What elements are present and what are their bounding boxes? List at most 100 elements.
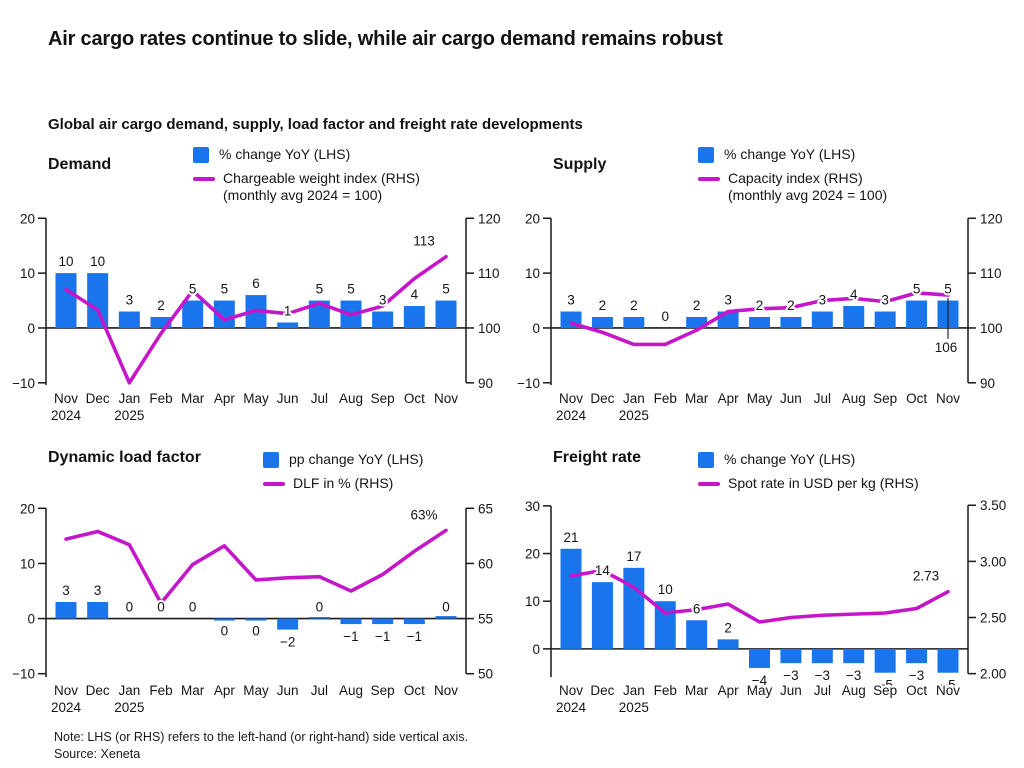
bar (277, 618, 299, 630)
bar (843, 648, 865, 664)
bar-value-label: 5 (189, 282, 197, 297)
month-label: Oct (906, 683, 927, 698)
legend-supply: % change YoY (LHS) Capacity index (RHS) … (698, 146, 887, 211)
bar-value-label: 21 (563, 530, 578, 545)
bar-value-label: 4 (411, 287, 419, 302)
bar (213, 300, 235, 328)
legend-line-subtext: (monthly avg 2024 = 100) (223, 187, 383, 203)
line-end-label: 106 (935, 340, 958, 355)
month-label: Jan (118, 683, 140, 698)
bar (308, 617, 330, 619)
bar-value-label: −3 (909, 668, 924, 683)
bar-value-label: 0 (252, 624, 260, 639)
year-label: 2025 (114, 408, 144, 423)
legend-line-text: Chargeable weight index (RHS) (223, 169, 420, 186)
month-label: Jul (814, 391, 831, 406)
trend-line (569, 568, 950, 624)
left-tick-label: 10 (525, 266, 540, 281)
month-label: Sep (873, 683, 897, 698)
year-label: 2025 (619, 408, 649, 423)
legend-demand: % change YoY (LHS) Chargeable weight ind… (193, 146, 420, 211)
left-tick-label: 20 (525, 547, 540, 562)
legend-label: Capacity index (RHS) (monthly avg 2024 =… (728, 170, 887, 205)
bar (182, 300, 204, 328)
bar-value-label: 2 (693, 298, 701, 313)
month-label: Feb (149, 683, 172, 698)
year-label: 2024 (556, 408, 587, 423)
line-swatch-icon (263, 481, 285, 486)
left-tick-label: 30 (525, 499, 540, 514)
bar-value-label: 3 (724, 293, 732, 308)
month-label: Nov (54, 391, 78, 406)
bar (874, 311, 896, 328)
bar-value-label: 3 (62, 583, 70, 598)
bar-value-label: 2 (630, 298, 638, 313)
left-tick-label: 20 (20, 501, 35, 516)
bar-value-label: 1 (284, 303, 292, 318)
bar-value-label: −1 (343, 629, 358, 644)
bar (843, 306, 865, 328)
month-label: Jul (814, 683, 831, 698)
bar-value-label: 2 (599, 298, 607, 313)
right-tick-label: 60 (478, 556, 493, 571)
bar (749, 317, 770, 328)
bar-value-label: 10 (58, 254, 73, 269)
month-label: Aug (339, 391, 363, 406)
bar-value-label: −3 (815, 668, 830, 683)
bar (749, 648, 770, 668)
bar-value-label: 3 (94, 583, 102, 598)
month-label: Aug (842, 683, 866, 698)
month-label: Dec (86, 391, 110, 406)
trend-line (64, 254, 448, 385)
legend-item-line: Chargeable weight index (RHS) (monthly a… (193, 170, 420, 205)
legend-label: % change YoY (LHS) (724, 451, 856, 467)
month-label: May (747, 683, 773, 698)
bar-value-label: 5 (221, 282, 229, 297)
bar-value-label: 17 (626, 549, 641, 564)
bar-value-label: 5 (913, 282, 921, 297)
bar-swatch-icon (193, 147, 209, 163)
legend-line-text: Capacity index (RHS) (728, 169, 863, 186)
bar-value-label: 0 (661, 309, 669, 324)
legend-item-line: Spot rate in USD per kg (RHS) (698, 475, 919, 493)
right-tick-label: 50 (478, 667, 493, 682)
bar-value-label: 3 (379, 293, 387, 308)
legend-freight-rate: % change YoY (LHS) Spot rate in USD per … (698, 451, 919, 498)
month-label: Nov (559, 391, 583, 406)
bar (686, 317, 708, 328)
bar-value-label: −4 (752, 673, 768, 688)
bar (591, 582, 613, 649)
year-label: 2024 (556, 700, 587, 715)
chart-title-supply: Supply (553, 156, 607, 173)
bar-value-label: −5 (940, 678, 955, 693)
bar-value-label: 3 (126, 293, 134, 308)
line-swatch-icon (193, 176, 215, 181)
bar (717, 639, 739, 649)
month-label: May (243, 683, 269, 698)
bar (118, 311, 140, 328)
year-label: 2025 (114, 700, 144, 715)
bar (811, 648, 833, 664)
month-label: May (243, 391, 269, 406)
right-tick-label: 2.00 (980, 667, 1006, 682)
month-label: Mar (181, 391, 205, 406)
year-label: 2024 (51, 408, 82, 423)
legend-item-line: DLF in % (RHS) (263, 475, 423, 493)
year-label: 2025 (619, 700, 649, 715)
month-label: Dec (590, 683, 614, 698)
left-tick-label: −10 (12, 376, 35, 391)
line-swatch-icon (698, 176, 720, 181)
bar-value-label: 0 (221, 624, 229, 639)
legend-label: pp change YoY (LHS) (289, 451, 424, 467)
line-swatch-icon (698, 481, 720, 486)
bar (372, 618, 394, 625)
bar (277, 322, 299, 328)
right-tick-label: 120 (478, 211, 501, 226)
month-label: Sep (371, 683, 395, 698)
bar-value-label: 6 (693, 601, 701, 616)
legend-label: Spot rate in USD per kg (RHS) (728, 474, 919, 491)
legend-item-bars: % change YoY (LHS) (698, 451, 919, 469)
left-tick-label: 10 (20, 266, 35, 281)
right-tick-label: 100 (478, 321, 501, 336)
bar-value-label: 5 (347, 282, 355, 297)
